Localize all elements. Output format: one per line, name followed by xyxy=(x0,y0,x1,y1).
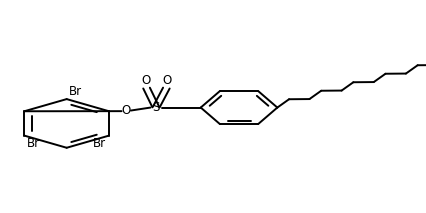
Text: S: S xyxy=(152,101,159,114)
Text: O: O xyxy=(162,74,171,87)
Text: Br: Br xyxy=(27,137,40,150)
Text: Br: Br xyxy=(69,85,82,98)
Text: Br: Br xyxy=(93,137,106,150)
Text: O: O xyxy=(121,104,130,117)
Text: O: O xyxy=(141,74,150,87)
